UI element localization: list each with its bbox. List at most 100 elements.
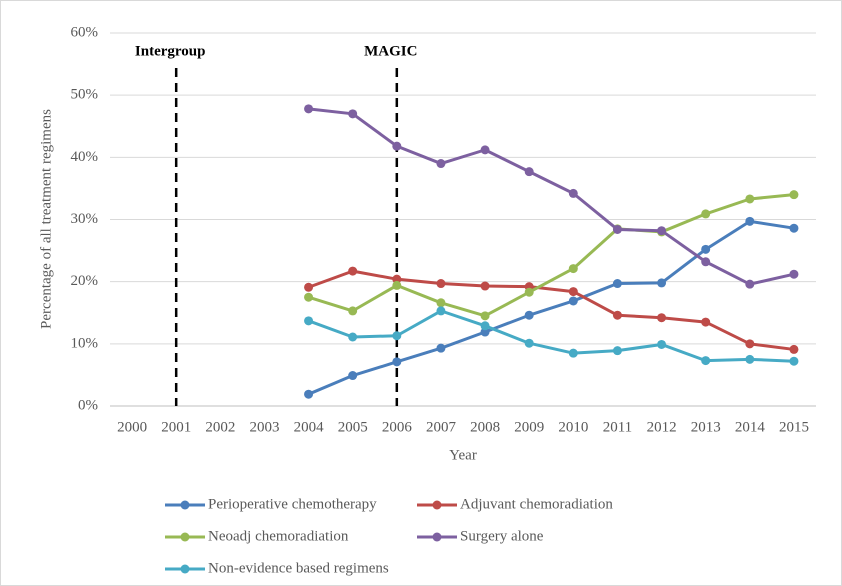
series-line [308, 309, 795, 363]
y-tick-label: 0% [78, 397, 98, 413]
data-point [524, 310, 534, 320]
data-point [436, 159, 446, 169]
x-tick-label: 2009 [514, 419, 544, 435]
data-point [392, 141, 402, 151]
x-tick-label: 2011 [603, 419, 632, 435]
x-tick-label: 2013 [691, 419, 721, 435]
data-point [745, 216, 755, 226]
data-point [701, 356, 711, 366]
data-point [480, 145, 490, 155]
legend-label: Perioperative chemotherapy [208, 496, 377, 512]
data-point [745, 339, 755, 349]
data-point [568, 264, 578, 274]
series-line [308, 193, 795, 318]
y-tick-label: 40% [71, 149, 99, 165]
data-point [657, 226, 667, 236]
data-point [348, 371, 358, 381]
y-axis-title: Percentage of all treatment regimens [38, 109, 54, 329]
data-point [568, 287, 578, 297]
data-point [701, 317, 711, 327]
data-point [304, 316, 314, 326]
data-point [745, 194, 755, 204]
legend-marker [432, 532, 442, 542]
data-point [348, 109, 358, 119]
data-point [789, 269, 799, 279]
data-point [612, 310, 622, 320]
data-point [568, 348, 578, 358]
data-point [480, 311, 490, 321]
data-point [701, 209, 711, 219]
legend-label: Surgery alone [460, 528, 544, 544]
series-line [308, 269, 795, 351]
data-point [304, 282, 314, 292]
x-tick-label: 2001 [161, 419, 191, 435]
data-point [436, 343, 446, 353]
y-tick-label: 30% [71, 211, 99, 227]
data-point [348, 306, 358, 316]
y-tick-label: 20% [71, 273, 99, 289]
series-line [308, 107, 795, 286]
data-point [348, 332, 358, 342]
data-point [392, 357, 402, 367]
y-tick-label: 10% [71, 335, 99, 351]
data-point [612, 279, 622, 289]
y-tick-label: 50% [71, 87, 99, 103]
data-point [701, 244, 711, 254]
data-point [568, 188, 578, 198]
data-point [612, 224, 622, 234]
x-tick-label: 2002 [205, 419, 235, 435]
x-tick-label: 2006 [382, 419, 413, 435]
data-point [436, 306, 446, 316]
data-point [480, 281, 490, 291]
data-point [657, 339, 667, 349]
data-point [304, 292, 314, 302]
data-point [524, 167, 534, 177]
x-tick-label: 2000 [117, 419, 147, 435]
data-point [745, 354, 755, 364]
data-point [348, 266, 358, 276]
data-point [392, 280, 402, 290]
legend-marker [180, 500, 190, 510]
data-point [304, 389, 314, 399]
x-tick-label: 2012 [647, 419, 677, 435]
annotation-label: Intergroup [135, 43, 206, 59]
data-point [480, 321, 490, 331]
x-tick-label: 2008 [470, 419, 500, 435]
legend-marker [180, 532, 190, 542]
legend-label: Adjuvant chemoradiation [460, 496, 613, 512]
x-axis-title: Year [449, 447, 477, 463]
x-tick-label: 2014 [735, 419, 766, 435]
annotation-label: MAGIC [364, 43, 417, 59]
data-point [524, 287, 534, 297]
data-point [657, 313, 667, 323]
x-tick-label: 2003 [249, 419, 279, 435]
series-line [307, 219, 795, 396]
data-point [789, 223, 799, 233]
data-point [612, 346, 622, 356]
data-point [436, 298, 446, 308]
x-tick-label: 2007 [426, 419, 457, 435]
legend-label: Neoadj chemoradiation [208, 528, 349, 544]
data-point [745, 279, 755, 289]
x-tick-label: 2010 [558, 419, 588, 435]
data-point [701, 257, 711, 267]
data-point [568, 296, 578, 306]
data-point [524, 338, 534, 348]
data-point [480, 327, 490, 337]
x-tick-label: 2004 [294, 419, 325, 435]
x-tick-label: 2015 [779, 419, 809, 435]
x-tick-label: 2005 [338, 419, 368, 435]
data-point [789, 190, 799, 200]
data-point [304, 104, 314, 114]
data-point [657, 278, 667, 288]
legend-label: Non-evidence based regimens [208, 560, 389, 576]
y-tick-label: 60% [71, 24, 99, 40]
legend-marker [180, 564, 190, 574]
data-point [436, 279, 446, 289]
data-point [789, 344, 799, 354]
data-point [789, 356, 799, 366]
data-point [392, 274, 402, 284]
legend-marker [432, 500, 442, 510]
